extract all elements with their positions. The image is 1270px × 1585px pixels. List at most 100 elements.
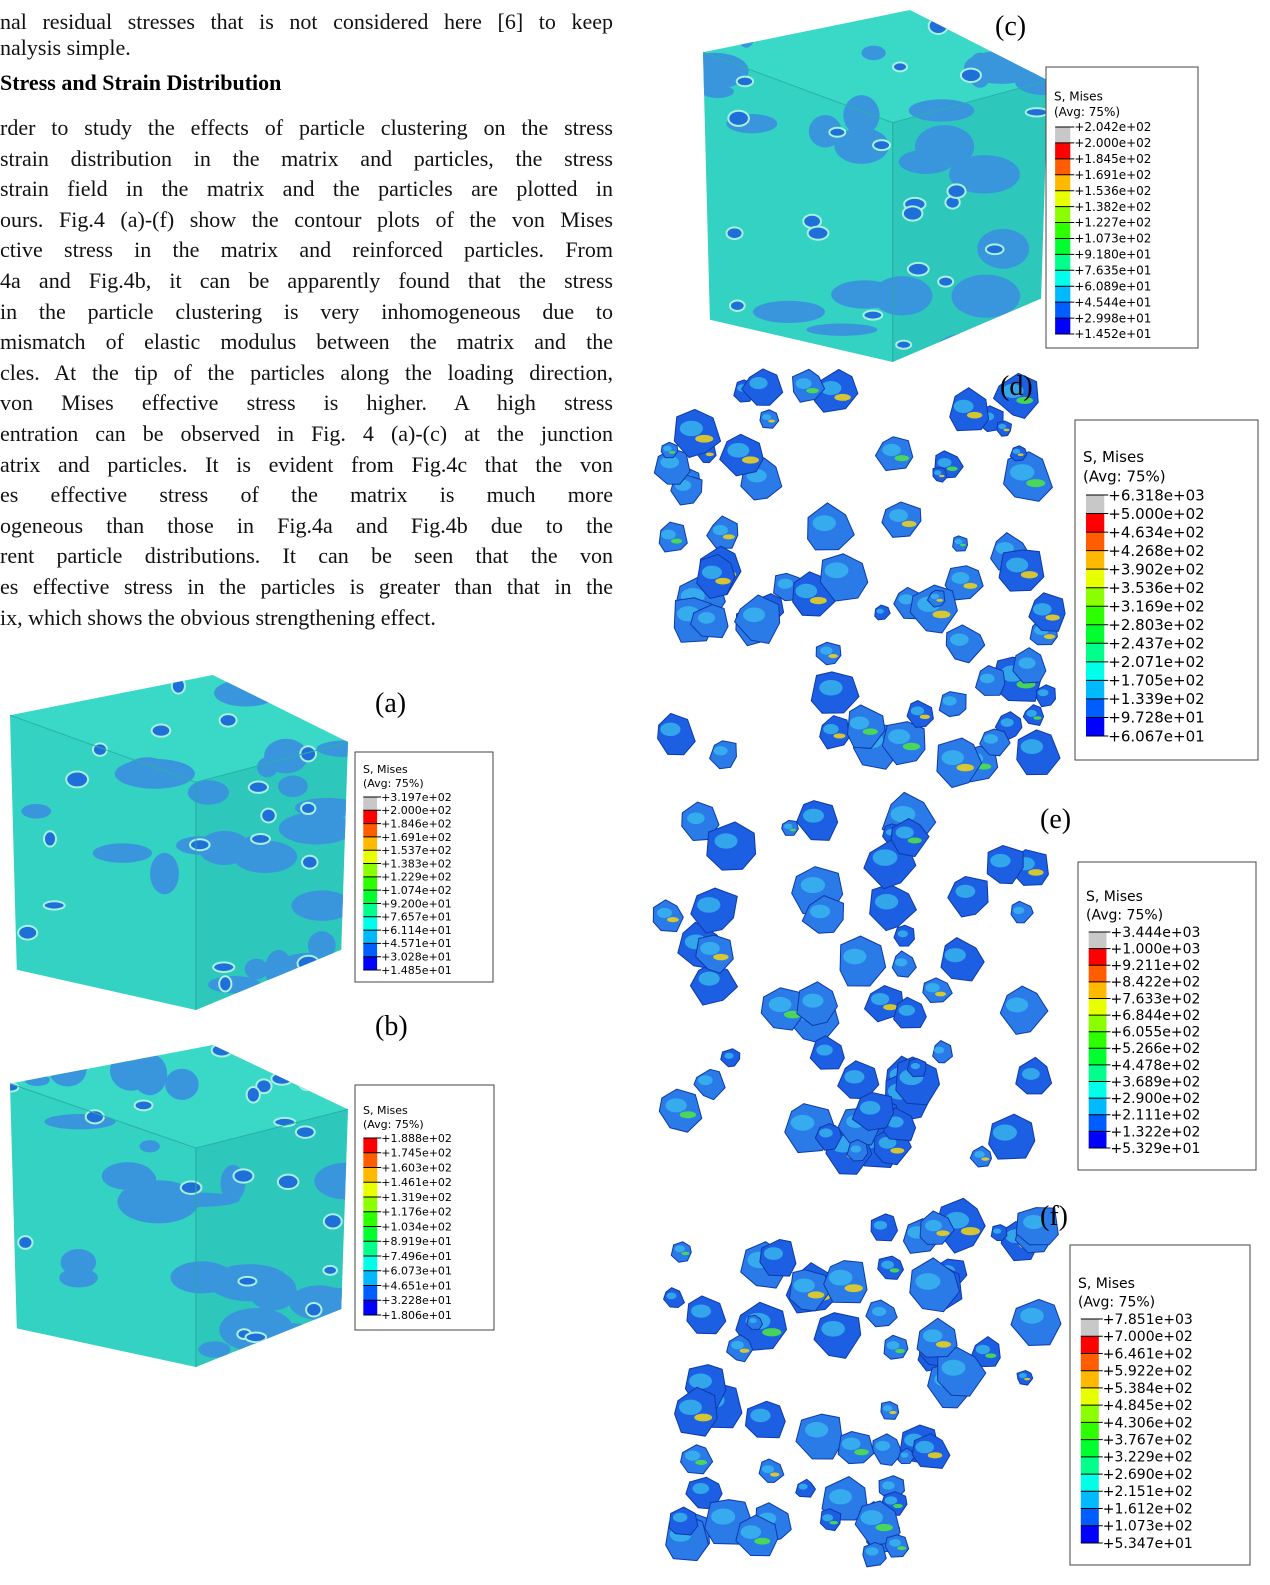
particle-shade — [714, 746, 728, 755]
particle-shade — [887, 1341, 900, 1349]
particle-shade — [990, 854, 1010, 868]
legend-swatch — [1081, 1457, 1099, 1474]
particle-hole — [986, 244, 1004, 254]
particle-shade — [829, 1489, 852, 1504]
particle-hole — [730, 301, 745, 311]
stress-spot — [1018, 453, 1024, 456]
legend-level: +4.478e+02 — [1110, 1058, 1200, 1074]
legend-level: +1.691e+02 — [381, 831, 452, 844]
legend-swatch — [1089, 1032, 1107, 1049]
particle-hole — [317, 1320, 339, 1330]
particle-shade — [743, 607, 765, 622]
legend-level: +2.803e+02 — [1108, 616, 1204, 634]
blue-patch — [872, 276, 932, 315]
legend-swatch — [1081, 1491, 1099, 1508]
particle-shade — [885, 1496, 897, 1504]
blue-patch — [150, 853, 179, 894]
legend-level: +4.268e+02 — [1108, 542, 1204, 560]
stress-spot — [808, 1291, 825, 1298]
particle-shade — [861, 1510, 883, 1525]
stress-spot — [890, 1148, 904, 1154]
particle-shade — [657, 908, 672, 918]
legend-level: +2.998e+01 — [1074, 311, 1151, 325]
legend-swatch — [1055, 254, 1070, 270]
stress-spot — [669, 451, 676, 454]
legend-level: +5.347e+01 — [1103, 1536, 1193, 1552]
particle-shade — [1018, 657, 1035, 668]
stress-spot — [828, 654, 838, 658]
legend-swatch — [1086, 588, 1104, 607]
particle-shade — [882, 1481, 895, 1489]
panel-label: (a) — [375, 688, 406, 719]
particle-shade — [875, 894, 898, 909]
stress-spot — [770, 1473, 779, 1477]
legend-swatch — [1089, 1082, 1107, 1099]
particle-hole — [298, 956, 320, 972]
particle — [933, 468, 947, 483]
particle-hole — [247, 1087, 260, 1103]
legend-swatch — [1089, 982, 1107, 999]
particle-cloud — [654, 369, 1065, 788]
particle — [694, 1069, 725, 1099]
legend-swatch — [1055, 191, 1070, 207]
particle-hole — [18, 926, 37, 940]
particle-shade — [713, 525, 728, 535]
stress-spot — [1033, 716, 1041, 719]
particle-shade — [931, 594, 940, 600]
particle-shade — [749, 377, 767, 389]
particle-shade — [950, 633, 969, 645]
particle-shade — [829, 1270, 853, 1286]
particle-shade — [679, 1400, 702, 1415]
legend-title: S, Mises — [1083, 448, 1144, 466]
particle-hole — [301, 803, 315, 814]
stress-spot — [939, 475, 945, 477]
particle-shade — [954, 400, 974, 413]
stress-spot — [667, 917, 679, 922]
stress-spot — [883, 1004, 897, 1010]
particle-shade — [700, 942, 720, 955]
particle-shade — [821, 1321, 845, 1337]
particle-shade — [660, 723, 680, 736]
legend-swatch — [363, 1286, 377, 1301]
particle-hole — [829, 128, 845, 137]
legend-level: +5.922e+02 — [1103, 1364, 1193, 1380]
stress-spot — [895, 455, 909, 461]
particle-shade — [661, 530, 676, 540]
particle-shade — [934, 1047, 944, 1054]
particle-hole — [808, 227, 829, 240]
legend-level: +1.485e+01 — [381, 964, 452, 977]
legend-level: +2.042e+02 — [1074, 120, 1151, 134]
legend-level: +3.197e+02 — [381, 791, 452, 804]
particle-shade — [984, 734, 998, 744]
particle-hole — [213, 962, 234, 972]
particle-hole — [908, 263, 929, 276]
blue-patch — [140, 1140, 160, 1152]
particle-shade — [875, 1441, 890, 1451]
particle-shade — [998, 424, 1006, 429]
particle-shade — [872, 1307, 886, 1316]
legend-swatch — [1086, 643, 1104, 662]
blue-patch — [936, 333, 1002, 364]
particle-hole — [220, 714, 237, 726]
legend-swatch — [363, 1212, 377, 1227]
particle-shade — [1022, 1068, 1040, 1080]
particle-hole — [135, 1100, 153, 1110]
legend-level: +5.266e+02 — [1110, 1041, 1200, 1057]
particle-hole — [278, 1175, 299, 1189]
particle-shade — [951, 572, 969, 584]
stress-spot — [845, 1284, 863, 1292]
particle-shade — [1001, 718, 1014, 727]
legend-swatch — [1055, 286, 1070, 302]
legend-level: +1.229e+02 — [381, 871, 452, 884]
legend-level: +1.845e+02 — [1074, 152, 1151, 166]
legend-title: S, Mises — [363, 1104, 408, 1117]
particle-shade — [980, 674, 994, 684]
legend-swatch — [363, 957, 377, 970]
particle-shade — [697, 897, 720, 913]
legend-level: +2.111e+02 — [1110, 1108, 1200, 1124]
legend-swatch — [363, 824, 377, 837]
stress-spot — [893, 1504, 903, 1508]
particle-hole — [190, 839, 210, 850]
blue-patch — [709, 10, 735, 42]
particle-shade — [925, 1220, 942, 1231]
